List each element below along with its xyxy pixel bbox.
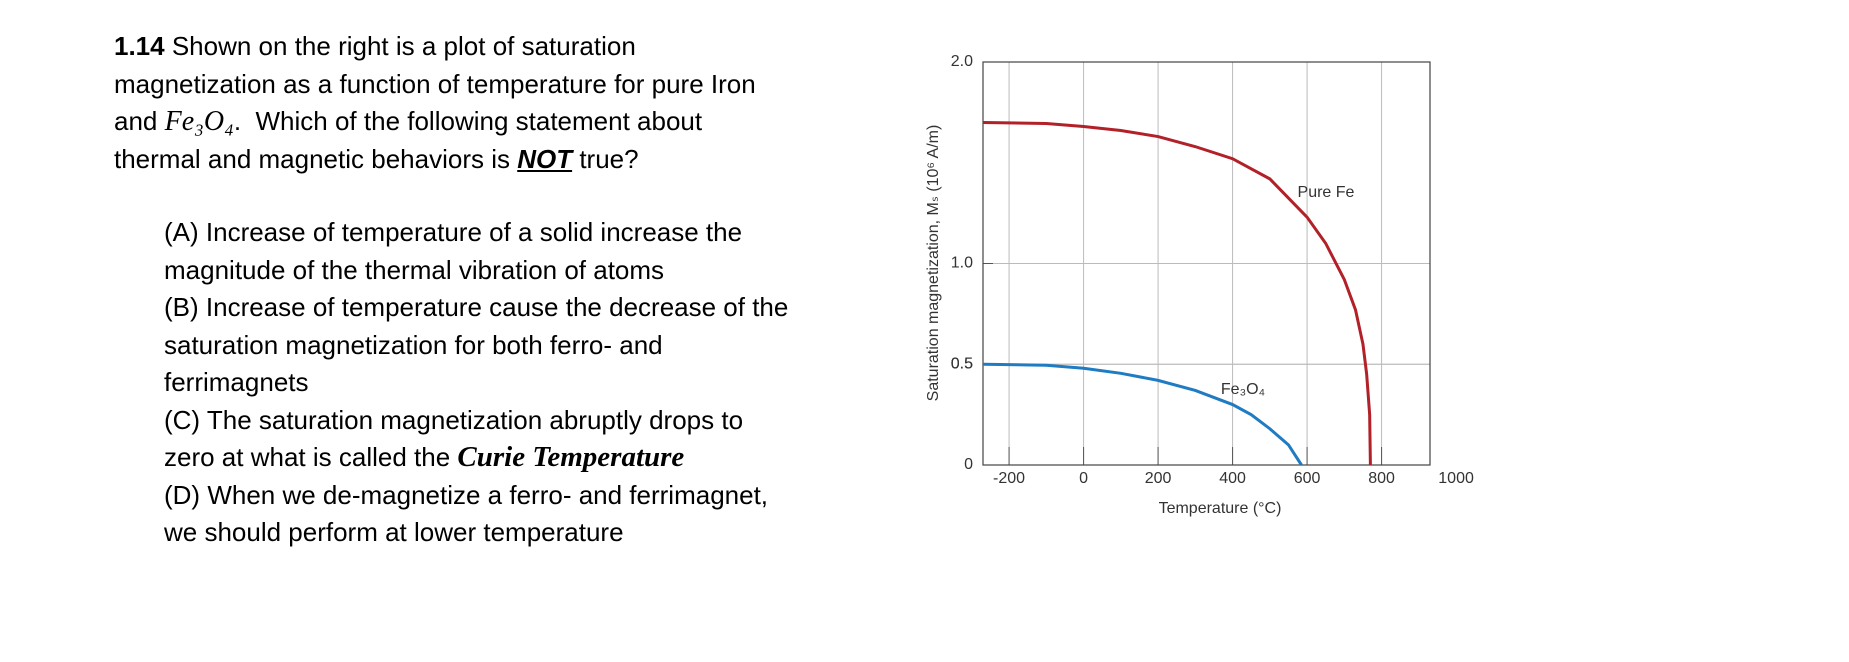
- y-tick-label: 0.5: [951, 355, 973, 372]
- x-tick-label: 400: [1219, 470, 1246, 487]
- option-line: (A) Increase of temperature of a solid i…: [164, 214, 788, 252]
- text: (C) The saturation magnetization abruptl…: [164, 404, 744, 435]
- option-line: ferrimagnets: [164, 364, 788, 402]
- option-line: we should perform at lower temperature: [164, 514, 788, 552]
- y-tick-label: 1.0: [951, 255, 973, 272]
- term: Curie Temperature: [457, 441, 685, 473]
- plot-frame: [982, 61, 1431, 466]
- question-line: and Fe₃O₄. Which of the following statem…: [114, 103, 756, 141]
- option-line: (B) Increase of temperature cause the de…: [164, 289, 788, 327]
- text: Shown on the right is a plot of saturati…: [164, 31, 636, 61]
- x-tick-label: -200: [993, 470, 1025, 487]
- text: (B) Increase of temperature cause the de…: [164, 292, 789, 322]
- series-label: Fe₃O₄: [1221, 381, 1265, 398]
- series-line: [982, 362, 1303, 466]
- question: 1.14 Shown on the right is a plot of sat…: [114, 28, 756, 178]
- y-axis-label: Saturation magnetization, Mₛ (10⁶ A/m): [925, 125, 942, 402]
- option-line: (D) When we de-magnetize a ferro- and fe…: [164, 477, 788, 515]
- x-tick-label: 200: [1145, 470, 1172, 487]
- text: ferrimagnets: [164, 367, 309, 397]
- option-line: (C) The saturation magnetization abruptl…: [164, 402, 788, 440]
- option-line: zero at what is called the Curie Tempera…: [164, 439, 788, 477]
- text: . Which of the following statement about: [233, 106, 703, 136]
- y-tick-label: 0: [964, 456, 973, 473]
- x-tick-label: 800: [1368, 470, 1395, 487]
- x-tick-label: 600: [1294, 470, 1321, 487]
- formula: Fe₃O₄: [164, 106, 234, 137]
- text: saturation magnetization for both ferro-…: [164, 329, 663, 360]
- text: (D) When we de-magnetize a ferro- and fe…: [164, 479, 769, 510]
- question-line: 1.14 Shown on the right is a plot of sat…: [114, 28, 756, 66]
- x-axis-label: Temperature (°C): [1159, 500, 1282, 517]
- options: (A) Increase of temperature of a solid i…: [164, 214, 788, 552]
- x-tick-label: 0: [1079, 470, 1088, 487]
- option-line: magnitude of the thermal vibration of at…: [164, 252, 788, 290]
- emphasis: NOT: [517, 143, 573, 174]
- y-tick-label: 2.0: [951, 53, 973, 70]
- text: zero at what is called the: [164, 442, 458, 472]
- option-line: saturation magnetization for both ferro-…: [164, 327, 788, 365]
- series-label: Pure Fe: [1298, 184, 1355, 201]
- y-tick-label: 0.5: [951, 355, 973, 372]
- series-line: [982, 120, 1372, 466]
- question-line: magnetization as a function of temperatu…: [114, 66, 756, 104]
- x-tick-label: 1000: [1438, 470, 1474, 487]
- text: (A) Increase of temperature of a solid i…: [164, 217, 743, 247]
- text: we should perform at lower temperature: [164, 517, 624, 547]
- text: thermal and magnetic behaviors is: [114, 143, 518, 174]
- text: true?: [572, 143, 639, 174]
- question-number: 1.14: [114, 31, 165, 61]
- question-line: thermal and magnetic behaviors is NOT tr…: [114, 141, 756, 179]
- text: magnitude of the thermal vibration of at…: [164, 254, 665, 285]
- text: and: [114, 106, 165, 136]
- text: magnetization as a function of temperatu…: [114, 68, 756, 99]
